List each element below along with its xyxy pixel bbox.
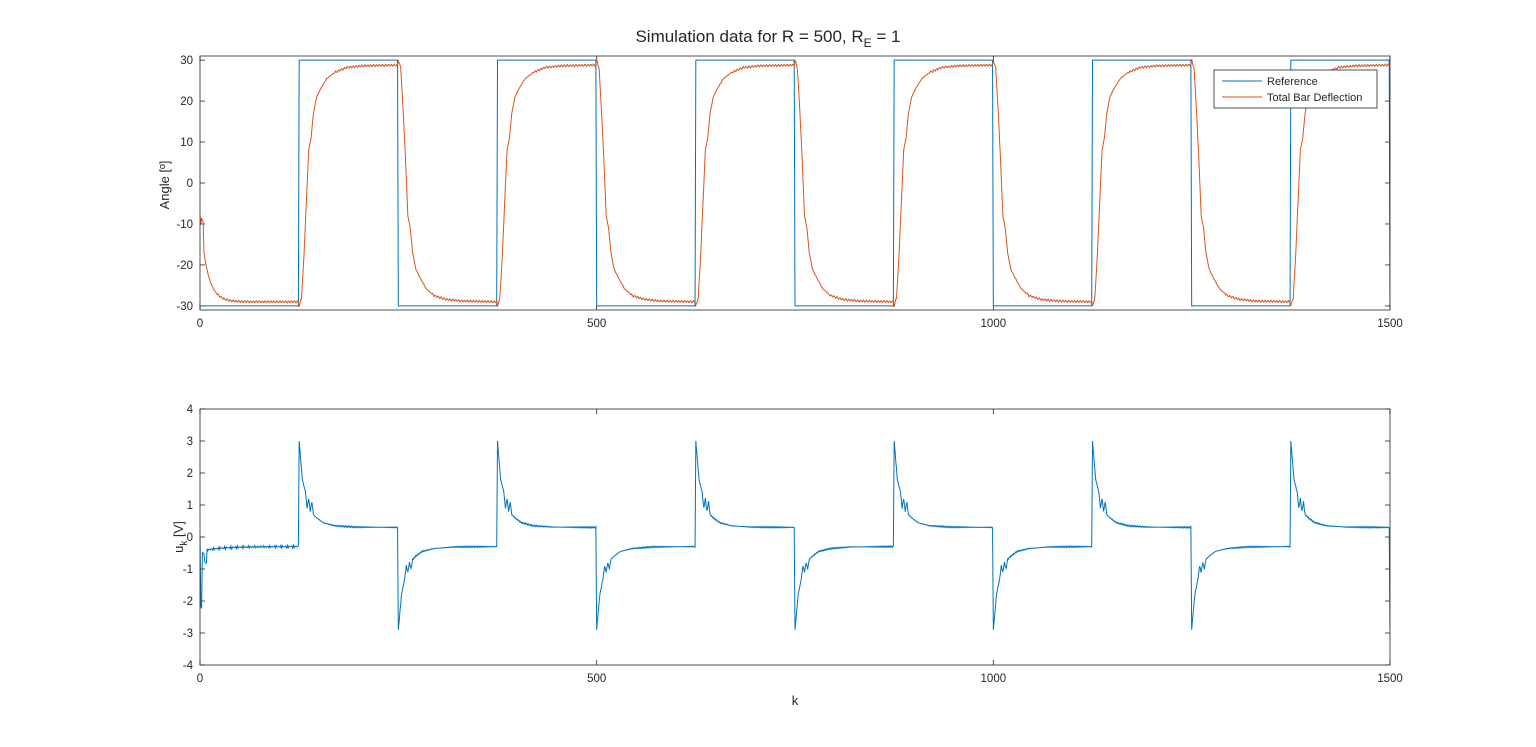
series-deflection-line	[200, 58, 1390, 308]
angle-xtick-label: 1500	[1377, 318, 1403, 330]
ylabel-voltage-tail: [V]	[171, 521, 186, 541]
voltage-xtick-label: 1500	[1377, 673, 1403, 685]
legend-box	[1213, 69, 1378, 109]
voltage-ytick-label: -3	[183, 628, 193, 640]
ylabel-voltage-sub: k	[179, 540, 190, 546]
angle-ytick-label: -10	[176, 219, 193, 231]
angle-ytick-label: -20	[176, 260, 193, 272]
ylabel-voltage-main: u	[171, 546, 186, 553]
angle-ytick-label: 10	[180, 137, 193, 149]
series-input-voltage-line	[200, 440, 1390, 630]
axes-voltage: 0 500 1000 1500 -4 -3 -2 -1 0 1 2 3 4	[183, 404, 1403, 685]
figure-title-tail: = 1	[872, 27, 901, 46]
angle-xtick-label: 1000	[981, 318, 1007, 330]
xlabel-k: k	[792, 693, 799, 708]
figure-title: Simulation data for R = 500, RE = 1	[635, 27, 900, 50]
voltage-xtick-label: 0	[197, 673, 203, 685]
voltage-ytick-label: -1	[183, 564, 193, 576]
voltage-ytick-label: 0	[187, 532, 193, 544]
voltage-ytick-label: 4	[187, 404, 194, 416]
angle-xtick-label: 0	[197, 318, 203, 330]
angle-axes-box	[199, 55, 1391, 311]
angle-ytick-label: 30	[180, 55, 193, 67]
ylabel-angle: Angle [º]	[157, 161, 172, 210]
voltage-ytick-label: -4	[183, 660, 194, 672]
figure-title-sub: E	[864, 36, 872, 50]
angle-ytick-label: -30	[176, 301, 193, 313]
angle-xtick-label: 500	[587, 318, 606, 330]
voltage-ytick-label: 3	[187, 436, 193, 448]
series-reference-line	[200, 59, 1390, 307]
voltage-xtick-label: 1000	[981, 673, 1007, 685]
angle-ytick-label: 0	[187, 178, 193, 190]
legend-label-deflection: Total Bar Deflection	[1267, 92, 1362, 104]
axes-angle: 0 500 1000 1500 -30 -20 -10 0 10 20 30	[176, 55, 1402, 330]
voltage-xtick-label: 500	[587, 673, 606, 685]
voltage-ytick-label: -2	[183, 596, 193, 608]
legend: Reference Total Bar Deflection	[1213, 69, 1378, 109]
voltage-ytick-label: 1	[187, 500, 193, 512]
ylabel-voltage: uk [V]	[171, 521, 190, 553]
figure-title-main: Simulation data for R = 500, R	[635, 27, 863, 46]
voltage-axes-box	[199, 408, 1391, 666]
angle-ytick-label: 20	[180, 96, 193, 108]
legend-label-reference: Reference	[1267, 76, 1318, 88]
voltage-ytick-label: 2	[187, 468, 193, 480]
